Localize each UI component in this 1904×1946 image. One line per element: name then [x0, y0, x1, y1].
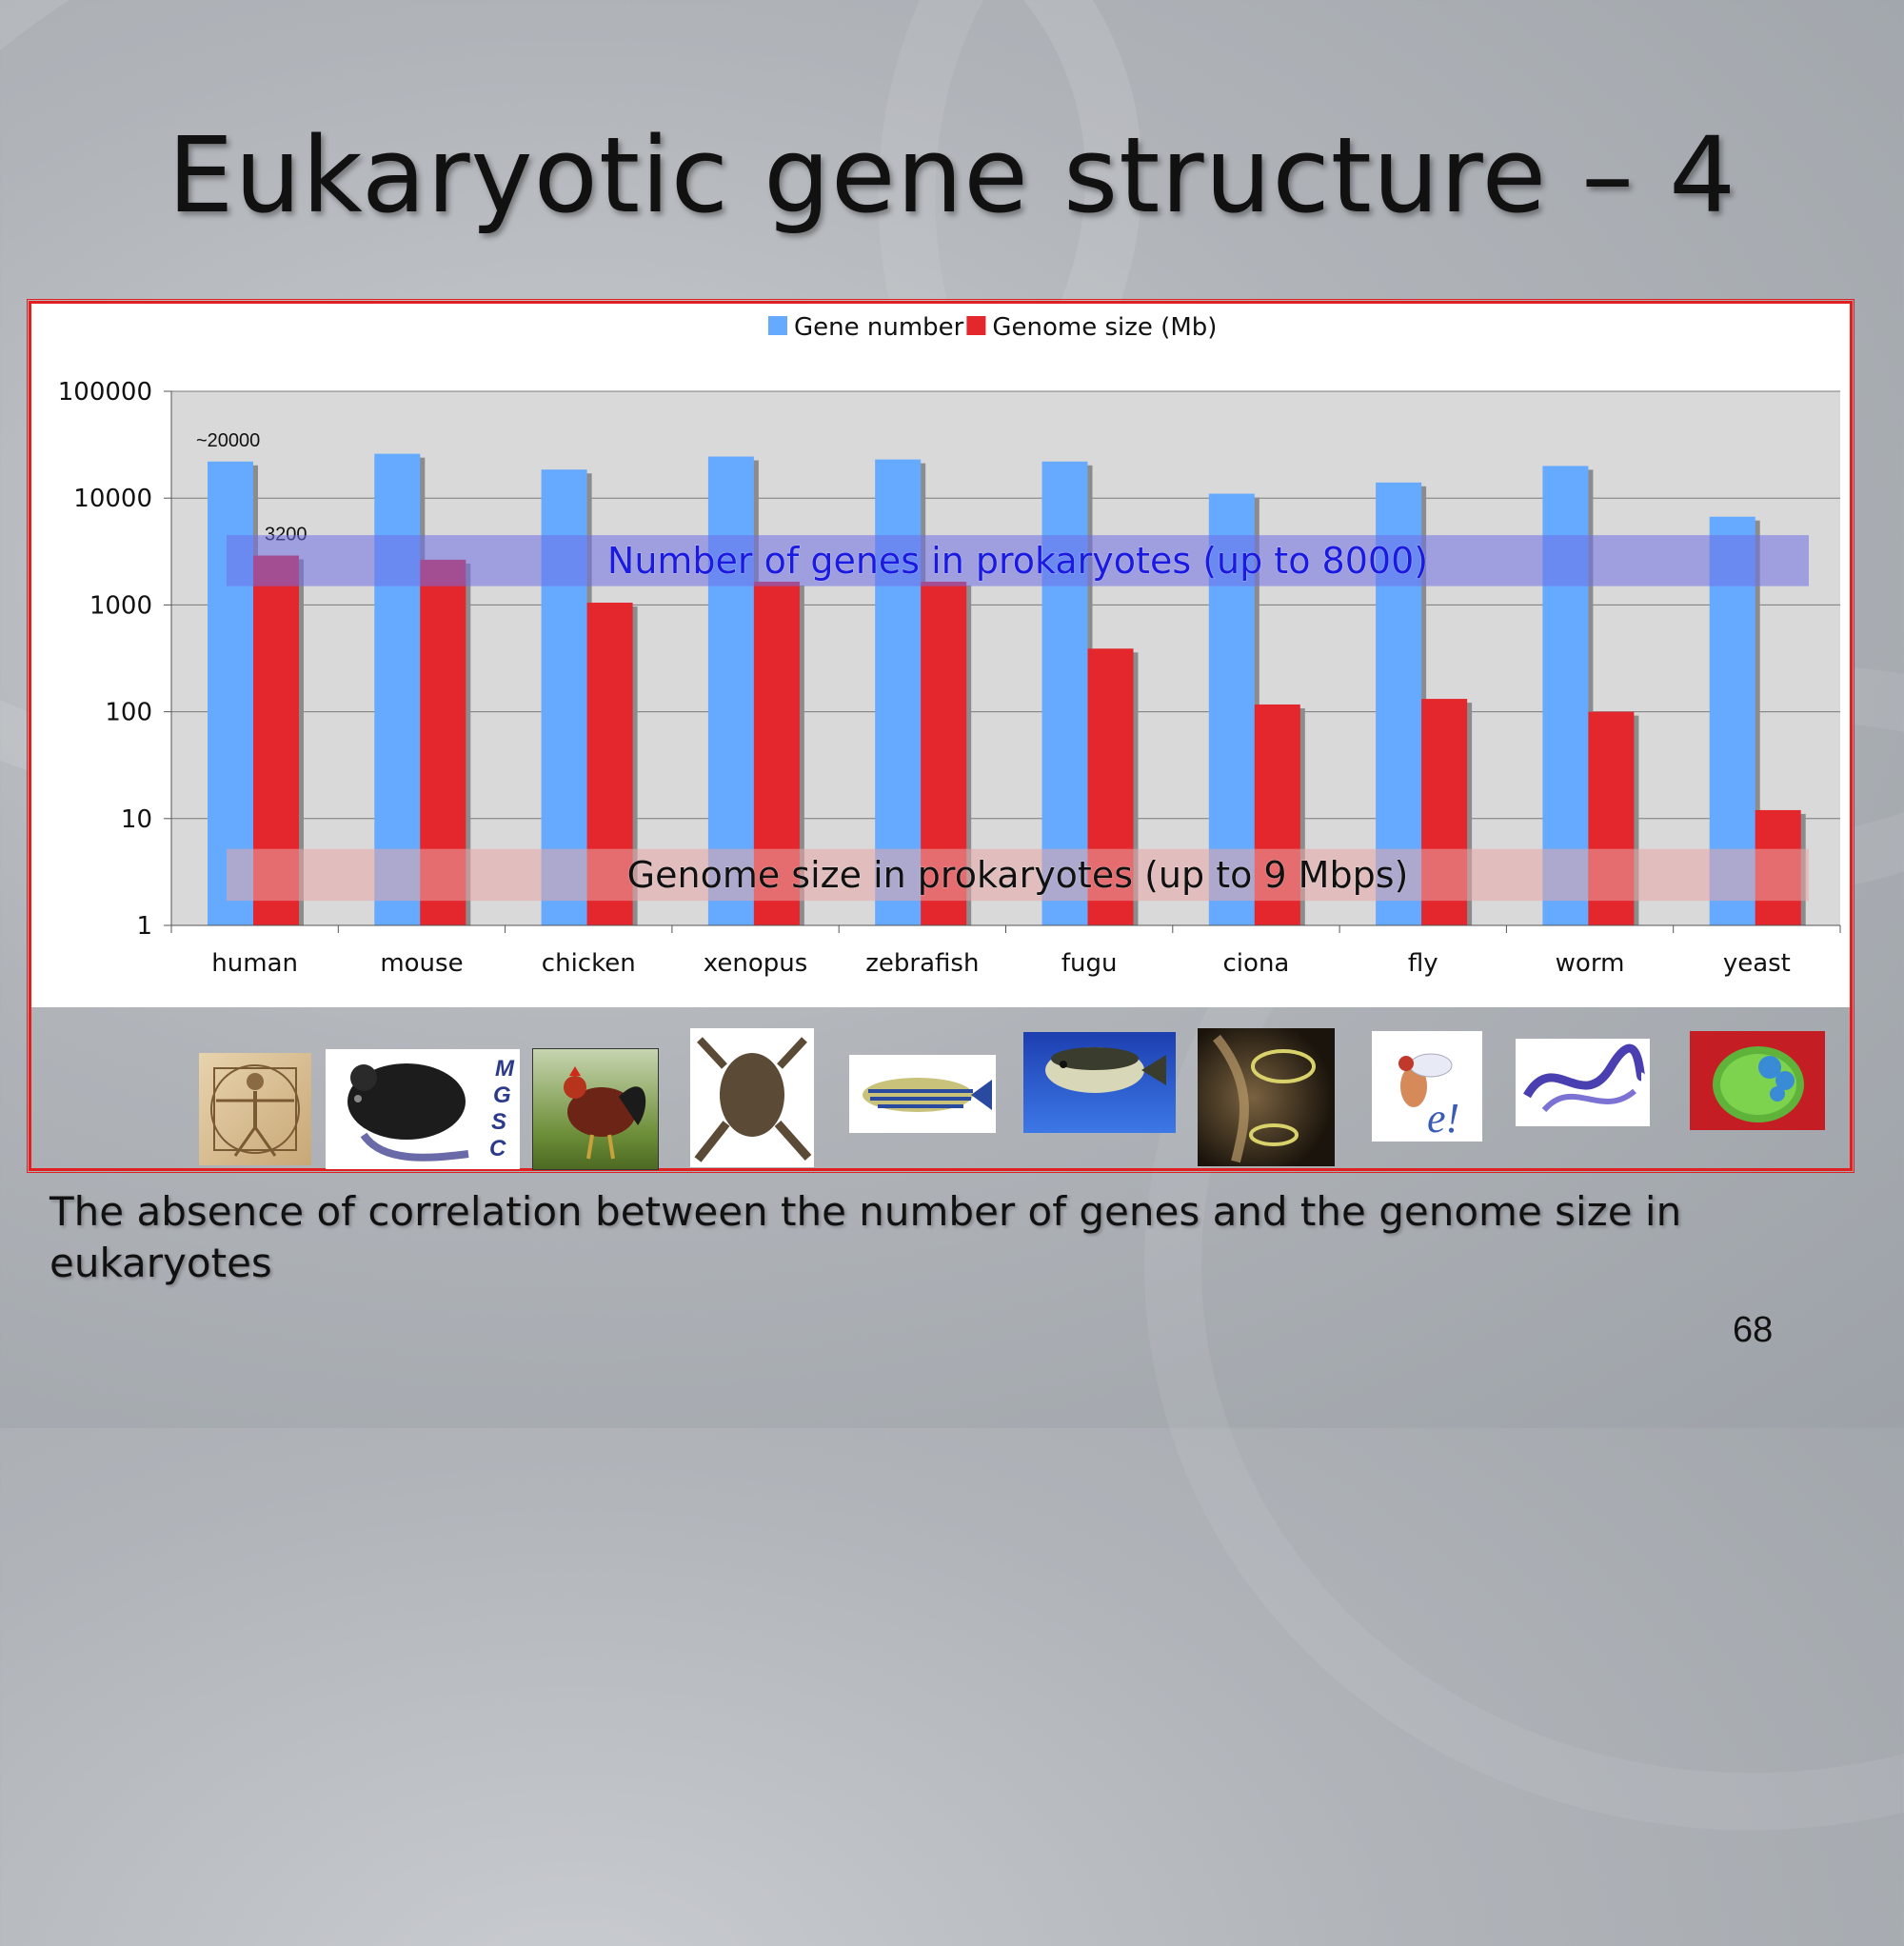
x-category-label: human [211, 949, 298, 978]
y-tick-label: 1000 [89, 591, 152, 620]
bar-gene-number-mouse [374, 453, 421, 925]
page-number: 68 [1733, 1310, 1774, 1350]
legend-swatch [966, 316, 986, 335]
mgsc-letter: C [489, 1136, 506, 1162]
y-tick-label: 100000 [58, 378, 152, 407]
x-category-label: yeast [1723, 949, 1791, 978]
x-category-label: chicken [542, 949, 636, 978]
legend-label: Genome size (Mb) [992, 313, 1217, 342]
legend-swatch [768, 316, 787, 335]
x-category-label: fly [1408, 949, 1438, 978]
x-category-label: fugu [1061, 949, 1118, 978]
prokaryote-band [227, 535, 1809, 586]
band-label: Number of genes in prokaryotes (up to 80… [607, 540, 1428, 582]
mgsc-letter: S [491, 1109, 506, 1135]
y-tick-label: 10 [121, 805, 152, 834]
x-category-label: ciona [1223, 949, 1290, 978]
mouse-image: M G S C [326, 1049, 520, 1169]
fugu-image [1023, 1032, 1176, 1133]
bar-gene-number-xenopus [707, 456, 754, 925]
legend-label: Gene number [794, 313, 964, 342]
ensembl-logo-text: e! [1427, 1095, 1459, 1142]
x-category-label: mouse [380, 949, 463, 978]
y-tick-label: 1 [136, 912, 152, 941]
fly-image: e! [1372, 1031, 1482, 1142]
chart-panel: 1 10 100 1000 10000 100000 human mouse chicken xe… [30, 302, 1852, 1007]
x-category-label: worm [1556, 949, 1625, 978]
ciona-image [1198, 1028, 1335, 1166]
yeast-image [1690, 1031, 1825, 1130]
slide-title: Eukaryotic gene structure – 4 [167, 114, 1737, 236]
y-tick-label: 100 [105, 699, 152, 727]
xenopus-image [690, 1028, 814, 1167]
x-category-label: zebrafish [865, 949, 979, 978]
slide-caption: The absence of correlation between the n… [50, 1188, 1682, 1286]
band-label: Genome size in prokaryotes (up to 9 Mbps… [627, 854, 1409, 896]
worm-image [1516, 1039, 1650, 1126]
y-tick-label: 10000 [73, 485, 152, 513]
data-label: ~20000 [196, 430, 260, 451]
human-image [199, 1053, 311, 1165]
mgsc-letter: G [493, 1082, 511, 1108]
zebrafish-image [849, 1055, 996, 1133]
chicken-image [532, 1048, 659, 1170]
x-category-label: xenopus [704, 949, 808, 978]
bar-chart: 1 10 100 1000 10000 100000 human mouse chicken xe… [58, 313, 1841, 978]
prokaryote-band [227, 848, 1809, 902]
chart-frame [27, 299, 1854, 1173]
mgsc-letter: M [495, 1056, 515, 1082]
